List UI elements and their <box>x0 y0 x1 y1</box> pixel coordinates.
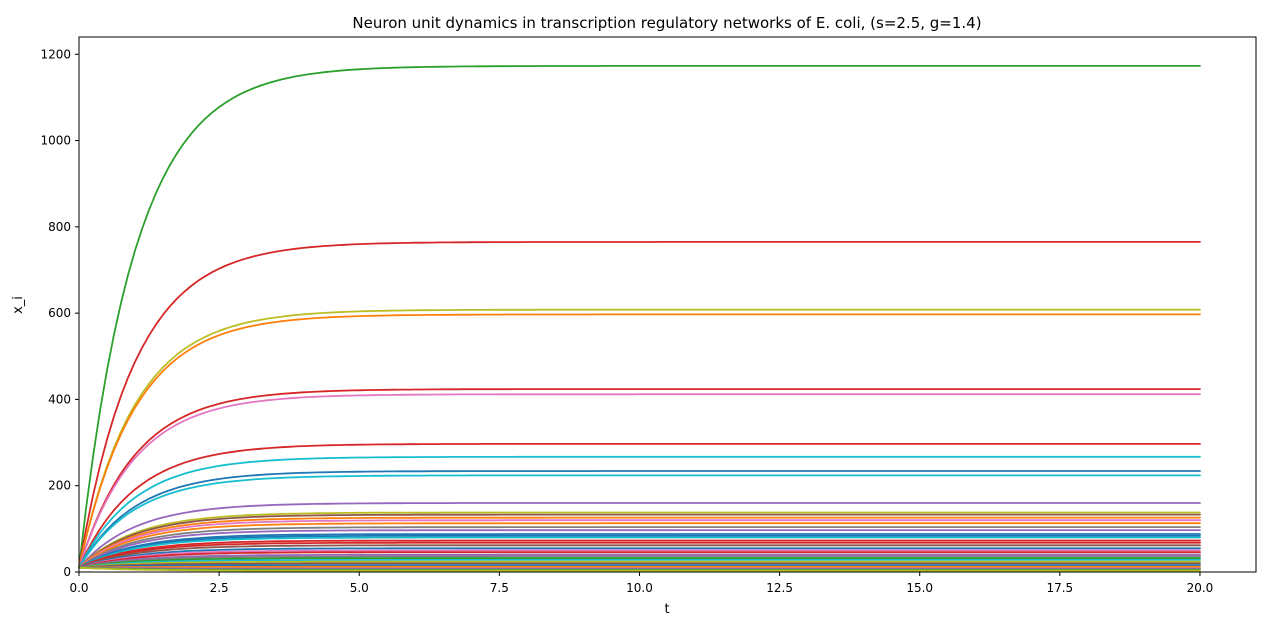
series-line <box>78 555 1201 569</box>
y-axis: 0 200 400 600 800 1000 1200 <box>40 47 79 579</box>
chart-title: Neuron unit dynamics in transcription re… <box>352 14 981 32</box>
x-tick-label: 0.0 <box>69 581 88 595</box>
series-line <box>78 529 1201 569</box>
x-tick-label: 15.0 <box>906 581 933 595</box>
x-tick-label: 17.5 <box>1046 581 1073 595</box>
series-line <box>78 566 1201 572</box>
y-tick-label: 200 <box>48 479 71 493</box>
y-tick-label: 1000 <box>40 134 71 148</box>
y-tick-label: 1200 <box>40 47 71 61</box>
series-line <box>78 536 1201 569</box>
series-line <box>78 516 1201 569</box>
x-tick-label: 12.5 <box>766 581 793 595</box>
series-line <box>78 557 1201 569</box>
series-line <box>78 511 1201 569</box>
x-tick-label: 20.0 <box>1187 581 1214 595</box>
y-tick-label: 600 <box>48 306 71 320</box>
series-line <box>78 502 1201 569</box>
series-line <box>78 547 1201 569</box>
series-line <box>78 526 1201 569</box>
series-line <box>78 566 1201 570</box>
plot-frame <box>78 36 1257 573</box>
series-line <box>78 442 1201 569</box>
series-line <box>78 562 1201 569</box>
series-line <box>78 240 1201 569</box>
series-line <box>78 539 1201 569</box>
series-line <box>78 513 1201 569</box>
series-line <box>78 560 1201 569</box>
series-line <box>78 541 1201 569</box>
x-tick-label: 10.0 <box>626 581 653 595</box>
series-line <box>78 564 1201 569</box>
y-tick-label: 0 <box>63 565 71 579</box>
x-tick-label: 5.0 <box>350 581 369 595</box>
series-line <box>78 544 1201 569</box>
series-line <box>78 65 1201 569</box>
y-axis-label: x_i <box>11 296 26 314</box>
series-line <box>78 565 1201 569</box>
series-line <box>78 559 1201 569</box>
series-line <box>78 534 1201 569</box>
series-line <box>78 549 1201 569</box>
series-line <box>78 474 1201 569</box>
y-tick-label: 800 <box>48 220 71 234</box>
y-tick-label: 400 <box>48 392 71 406</box>
series-line <box>78 553 1201 569</box>
series-line <box>78 455 1201 569</box>
series-line <box>78 533 1201 569</box>
series-line <box>78 522 1201 569</box>
series-layer <box>78 65 1201 572</box>
series-line <box>78 393 1201 569</box>
series-line <box>78 551 1201 569</box>
series-line <box>78 470 1201 569</box>
x-tick-label: 7.5 <box>490 581 509 595</box>
series-line <box>78 388 1201 569</box>
series-line <box>78 519 1201 569</box>
series-line <box>78 308 1201 569</box>
x-axis-label: t <box>664 602 669 617</box>
x-axis: 0.0 2.5 5.0 7.5 10.0 12.5 15.0 17.5 20.0 <box>69 572 1213 595</box>
x-tick-label: 2.5 <box>210 581 229 595</box>
series-line <box>78 313 1201 569</box>
